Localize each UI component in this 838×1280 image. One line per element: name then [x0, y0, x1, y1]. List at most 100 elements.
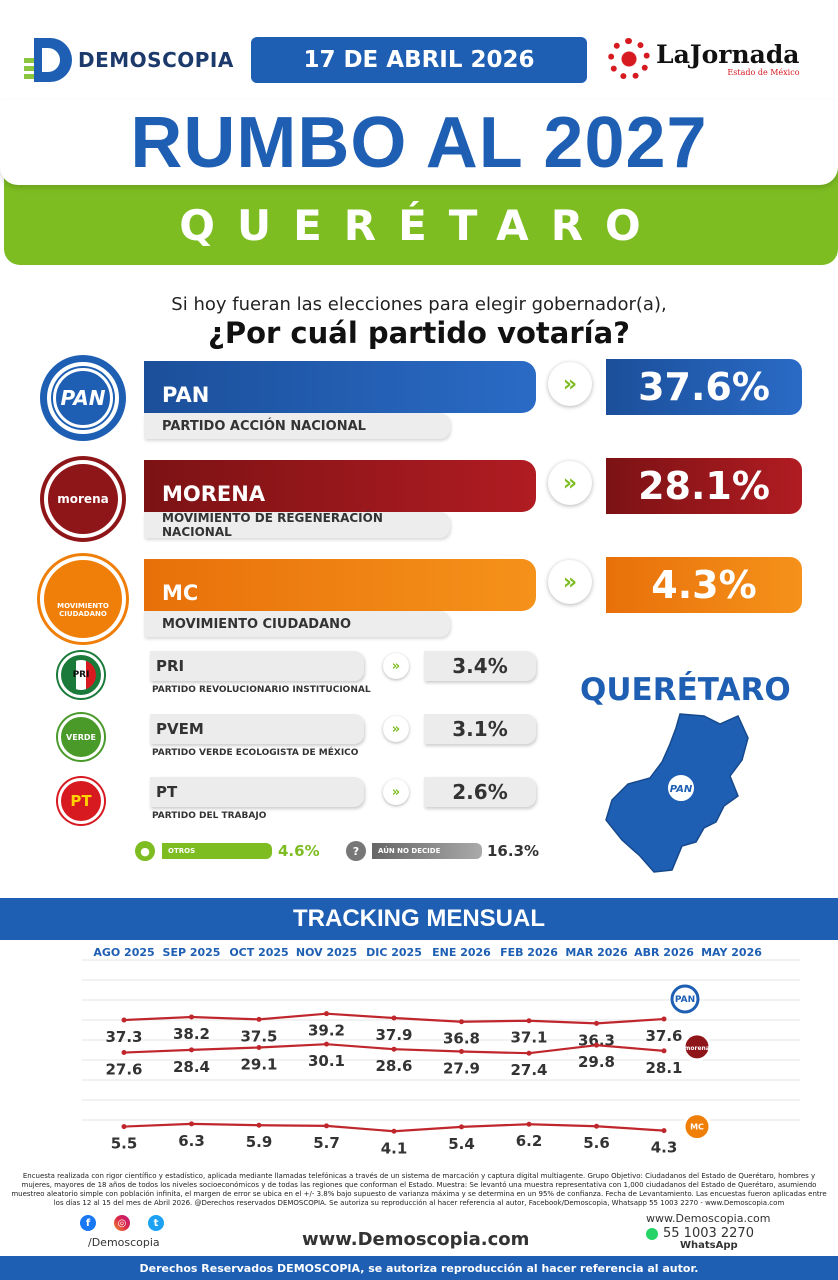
x-tick-label: ENE 2026	[432, 946, 491, 959]
tracking-chart: AGO 2025 SEP 2025 OCT 2025 NOV 2025 DIC 2025…	[82, 946, 800, 1157]
x-tick-label: SEP 2025	[163, 946, 221, 959]
data-point	[459, 1019, 464, 1025]
bar-pri: PRI	[150, 651, 364, 681]
x-tick-label: AGO 2025	[93, 946, 154, 959]
party-abbr: PAN	[162, 383, 210, 407]
pct-mc: 4.3%	[606, 557, 802, 613]
question-icon: ?	[346, 841, 366, 861]
data-point	[526, 1121, 532, 1127]
chevron-right-icon: »	[548, 362, 592, 406]
map-title: QUERÉTARO	[580, 672, 791, 708]
data-point	[661, 1048, 667, 1054]
bar-pvem: PVEM	[150, 714, 364, 744]
whatsapp-icon	[646, 1227, 658, 1240]
rights-band: Derechos Reservados DEMOSCOPIA, se autor…	[0, 1256, 838, 1280]
website-link[interactable]: www.Demoscopia.com	[302, 1229, 530, 1250]
series-badge-icon	[682, 1112, 712, 1142]
methodology-note: Encuesta realizada con rigor científico …	[11, 1172, 827, 1207]
data-label: 5.5	[111, 1135, 138, 1153]
chevron-right-icon: »	[548, 461, 592, 505]
facebook-icon[interactable]: f	[80, 1215, 96, 1231]
contact-website[interactable]: www.Demoscopia.com	[646, 1212, 771, 1225]
demoscopia-d-icon	[24, 38, 72, 82]
data-point	[121, 1124, 127, 1130]
data-point	[391, 1046, 397, 1052]
party-fullname-pt: PARTIDO DEL TRABAJO	[152, 811, 267, 821]
x-tick-label: MAY 2026	[701, 946, 762, 959]
data-label: 37.1	[510, 1029, 547, 1047]
data-label: 37.3	[105, 1028, 142, 1046]
phone-number[interactable]: 55 1003 2270	[663, 1226, 754, 1241]
brand-name: DEMOSCOPIA	[78, 48, 234, 72]
person-icon: ●	[135, 841, 155, 861]
data-point	[594, 1020, 599, 1026]
pri-logo-icon: PRI	[58, 652, 104, 698]
pct-otros: 4.6%	[278, 842, 320, 860]
sun-icon	[608, 38, 650, 80]
x-tick-label: DIC 2025	[366, 946, 422, 959]
data-label: 4.3	[651, 1139, 678, 1157]
series-badge-label: PAN	[675, 995, 695, 1005]
x-tick-label: MAR 2026	[565, 946, 628, 959]
data-label: 29.1	[240, 1056, 277, 1074]
chevron-right-icon: »	[548, 560, 592, 604]
chevron-right-icon: »	[383, 779, 409, 805]
data-label: 6.3	[178, 1132, 205, 1150]
twitter-icon[interactable]: t	[148, 1215, 164, 1231]
party-fullname-mc: MOVIMIENTO CIUDADANO	[144, 611, 450, 637]
map-pan-badge: PAN	[670, 784, 693, 795]
data-label: 27.4	[510, 1061, 547, 1079]
title-band: RUMBO AL 2027 QUERÉTARO	[0, 100, 838, 265]
title-main-box: RUMBO AL 2027	[0, 100, 838, 185]
series-badge-label: morena	[684, 1045, 710, 1052]
data-point	[526, 1050, 532, 1056]
x-tick-label: OCT 2025	[229, 946, 288, 959]
pct-pvem: 3.1%	[424, 714, 536, 744]
data-label: 37.9	[375, 1026, 412, 1044]
data-point	[189, 1047, 194, 1053]
pct-pri: 3.4%	[424, 651, 536, 681]
pct-pan: 37.6%	[606, 359, 802, 415]
social-handle: /Demoscopia	[88, 1236, 160, 1249]
data-label: 5.6	[583, 1134, 610, 1152]
data-label: 38.2	[173, 1025, 210, 1043]
data-label: 39.2	[308, 1022, 345, 1040]
data-point	[661, 1016, 667, 1022]
data-point	[121, 1050, 127, 1056]
demoscopia-logo: DEMOSCOPIA	[24, 38, 234, 82]
instagram-icon[interactable]: ◎	[114, 1215, 130, 1231]
data-point	[391, 1128, 397, 1134]
data-point	[661, 1128, 667, 1134]
data-label: 4.1	[381, 1139, 408, 1157]
data-label: 28.4	[173, 1058, 210, 1076]
data-point	[391, 1015, 397, 1021]
series-badge-label: MC	[690, 1123, 704, 1132]
bar-otros: OTROS	[162, 843, 272, 859]
tracking-title: TRACKING MENSUAL	[0, 898, 838, 940]
x-tick-label: ABR 2026	[634, 946, 694, 959]
partner-name: LaJornada	[656, 39, 800, 69]
data-label: 28.1	[645, 1059, 682, 1077]
series-badge-icon	[682, 1032, 712, 1062]
data-label: 37.6	[645, 1027, 682, 1045]
question-line1: Si hoy fueran las elecciones para elegir…	[171, 294, 667, 315]
page-title: RUMBO AL 2027	[130, 102, 708, 183]
bar-aun-no-decide: AÚN NO DECIDE	[372, 843, 482, 859]
data-point	[256, 1016, 262, 1022]
data-label: 30.1	[308, 1052, 345, 1070]
bar-morena: MORENA	[144, 460, 536, 512]
la-jornada-logo: LaJornada Estado de México	[608, 38, 800, 80]
mc-logo-icon: MOVIMIENTO CIUDADANO	[40, 556, 126, 642]
party-abbr: MORENA	[162, 482, 266, 506]
data-label: 29.8	[578, 1053, 615, 1071]
pan-logo-icon: PAN	[40, 355, 126, 441]
contact-phone: 55 1003 2270	[646, 1226, 754, 1241]
x-tick-label: NOV 2025	[296, 946, 357, 959]
party-fullname-pan: PARTIDO ACCIÓN NACIONAL	[144, 413, 450, 439]
data-point	[256, 1122, 262, 1128]
data-point	[459, 1124, 464, 1130]
data-label: 28.6	[375, 1057, 412, 1075]
social-icons: f ◎ t	[80, 1215, 164, 1231]
data-label: 27.9	[443, 1060, 480, 1078]
data-label: 36.8	[443, 1030, 480, 1048]
